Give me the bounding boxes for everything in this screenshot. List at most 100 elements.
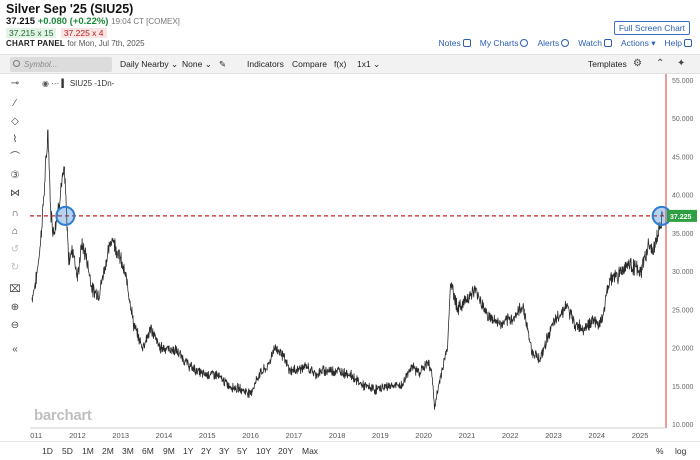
trash-icon[interactable]: ⌧ (9, 284, 21, 295)
x-tick-label: 2013 (112, 431, 129, 440)
panel-date: for Mon, Jul 7th, 2025 (67, 39, 145, 48)
full-screen-button[interactable]: Full Screen Chart (613, 21, 690, 35)
x-tick-label: 2016 (242, 431, 259, 440)
range-button-1y[interactable]: 1Y (183, 446, 194, 456)
actions-link[interactable]: Actions ▾ (620, 38, 656, 48)
range-selector: 1D 5D 1M 2M 3M 6M 9M 1Y 2Y 3Y 5Y 10Y 20Y Max% log (0, 441, 700, 460)
magnet-icon[interactable]: ∩ (11, 208, 19, 219)
range-button-3y[interactable]: 3Y (219, 446, 230, 456)
alerts-link[interactable]: Alerts (537, 38, 570, 49)
chevron-down-icon: ⌄ (373, 59, 381, 69)
pin-icon[interactable]: ✦ (677, 58, 686, 69)
line-tool-icon[interactable]: ⁄ (14, 98, 16, 109)
x-tick-label: 2022 (502, 431, 519, 440)
plus-circle-icon (520, 39, 529, 47)
collapse-icon[interactable]: ⌃ (656, 58, 665, 69)
zoom-in-icon[interactable]: ⊕ (10, 302, 20, 313)
help-link[interactable]: Help (665, 38, 692, 49)
instrument-title: Silver Sep '25 (SIU25) (6, 2, 134, 16)
range-button-2y[interactable]: 2Y (201, 446, 212, 456)
templates-button[interactable]: Templates (588, 59, 627, 69)
y-tick-label: 40.000 (672, 193, 694, 200)
x-tick-label: 2012 (69, 431, 86, 440)
fib-tool-icon[interactable]: ⌇ (12, 134, 18, 145)
range-button-5d[interactable]: 5D (62, 446, 73, 456)
chart-panel-label: CHART PANEL for Mon, Jul 7th, 2025 (6, 39, 145, 48)
symbol-search-input[interactable]: Symbol... (10, 57, 112, 72)
symbol-placeholder: Symbol... (24, 60, 58, 69)
caret-down-icon: ▾ (651, 38, 656, 48)
quote-row: 37.215 +0.080 (+0.22%) 19:04 CT [COMEX] (6, 16, 180, 27)
x-tick-label: 2015 (199, 431, 216, 440)
percent-scale-button[interactable]: % (656, 446, 664, 456)
legend-color-bar: ▍ (61, 79, 68, 88)
x-tick-label: 2019 (372, 431, 389, 440)
x-tick-label: 2025 (632, 431, 649, 440)
collapse-sidebar-icon[interactable]: « (12, 344, 18, 355)
y-tick-label: 10.000 (672, 422, 694, 429)
price-chart[interactable]: 10.000 15.000 20.000 25.000 30.000 35.000 40.0… (30, 74, 700, 441)
x-tick-label: 2011 (30, 431, 42, 440)
range-button-6m[interactable]: 6M (142, 446, 154, 456)
range-button-1m[interactable]: 1M (82, 446, 94, 456)
draw-tool-icon[interactable]: ✎ (219, 59, 227, 69)
x-tick-label: 2014 (156, 431, 173, 440)
x-tick-label: 2023 (545, 431, 562, 440)
chevron-down-icon: ⌄ (171, 59, 179, 69)
fx-button[interactable]: f(x) (334, 59, 347, 69)
crosshair-icon[interactable]: ⊸ (10, 78, 20, 89)
pattern-tool-icon[interactable]: ⋈ (10, 188, 20, 199)
range-button-2m[interactable]: 2M (102, 446, 114, 456)
price-change: +0.080 (+0.22%) (37, 16, 109, 27)
undo-icon[interactable]: ↺ (10, 244, 20, 255)
log-scale-button[interactable]: log (675, 446, 687, 456)
drawing-sidebar: ⊸ ⁄ ◇ ⌇ ⌒ ③ ⋈ ∩ ⌂ ↺ ↻ ⌧ ⊕ ⊖ « (0, 74, 30, 355)
ask-value: 37.225 x 4 (60, 28, 107, 38)
my-charts-link[interactable]: My Charts (480, 38, 529, 49)
bid-value: 37.215 x 15 (6, 28, 57, 38)
current-price-tag (667, 209, 697, 222)
shape-tool-icon[interactable]: ◇ (11, 116, 19, 127)
chart-toolbar: Symbol... Daily Nearby ⌄ None ⌄ ✎ Indica… (0, 54, 700, 74)
highlight-circle-2011 (55, 205, 76, 226)
y-tick-label: 50.000 (672, 116, 694, 123)
price-series-line (31, 129, 663, 410)
range-button-1d[interactable]: 1D (42, 446, 53, 456)
range-button-20y[interactable]: 20Y (278, 446, 294, 456)
redo-icon[interactable]: ↻ (10, 262, 20, 273)
watch-link[interactable]: Watch (578, 38, 612, 49)
arc-tool-icon[interactable]: ⌒ (10, 152, 20, 163)
none-dropdown[interactable]: None ⌄ (182, 59, 212, 69)
legend-interval: -1Dn- (94, 79, 115, 88)
lock-icon[interactable]: ⌂ (11, 226, 19, 237)
top-links: Notes My Charts Alerts Watch Actions ▾ H… (439, 38, 692, 49)
x-tick-label: 2021 (459, 431, 476, 440)
range-button-10y[interactable]: 10Y (256, 446, 272, 456)
chevron-down-icon: ⌄ (204, 59, 212, 69)
zoom-out-icon[interactable]: ⊖ (10, 320, 20, 331)
period-dropdown[interactable]: Daily Nearby ⌄ (120, 59, 179, 69)
legend-menu-icon[interactable]: ··· (51, 79, 60, 88)
gear-icon[interactable]: ⚙ (633, 58, 642, 69)
range-button-9m[interactable]: 9M (163, 446, 175, 456)
eye-icon[interactable]: ◉ (42, 79, 49, 88)
add-icon (603, 39, 612, 47)
y-tick-label: 45.000 (672, 154, 694, 161)
layout-dropdown[interactable]: 1x1 ⌄ (357, 59, 381, 69)
range-button-max[interactable]: Max (302, 446, 319, 456)
add-icon (684, 39, 692, 47)
notes-link[interactable]: Notes (439, 38, 471, 49)
panel-title: CHART PANEL (6, 39, 65, 48)
compare-button[interactable]: Compare (292, 59, 327, 69)
y-tick-label: 55.000 (672, 78, 694, 85)
range-button-5y[interactable]: 5Y (237, 446, 248, 456)
x-tick-label: 2024 (588, 431, 605, 440)
range-button-3m[interactable]: 3M (122, 446, 134, 456)
y-tick-label: 30.000 (672, 269, 694, 276)
indicators-button[interactable]: Indicators (247, 59, 284, 69)
y-tick-label: 35.000 (672, 231, 694, 238)
count-tool-icon[interactable]: ③ (10, 170, 20, 181)
last-price: 37.215 (6, 16, 36, 27)
quote-time: 19:04 CT [COMEX] (111, 17, 180, 26)
x-tick-label: 2020 (415, 431, 432, 440)
